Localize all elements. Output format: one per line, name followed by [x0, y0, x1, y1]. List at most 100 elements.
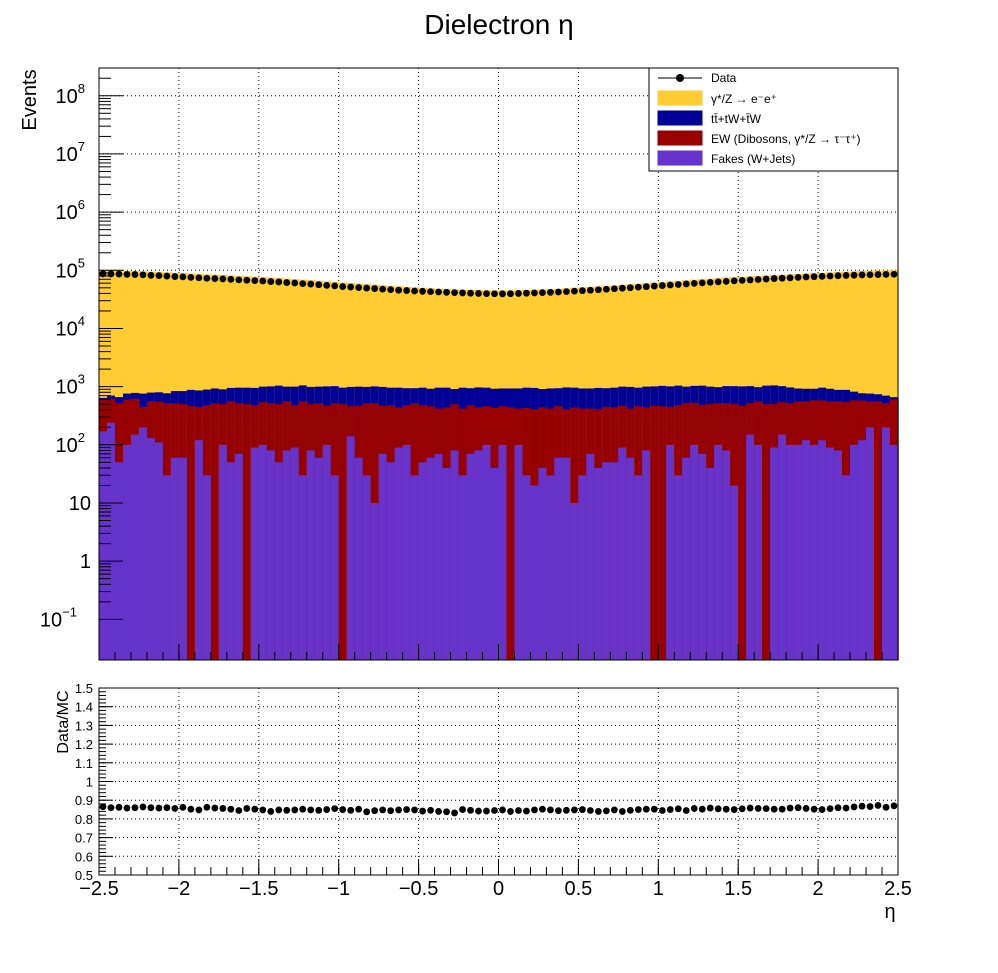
bar-fakes	[666, 444, 675, 660]
bar-fakes	[586, 453, 595, 660]
data-point	[419, 287, 426, 295]
bar-fakes	[106, 422, 116, 660]
bar-fakes	[690, 444, 699, 660]
bar-fakes	[330, 475, 340, 660]
bar-fakes	[594, 467, 603, 660]
legend-label-ttbar: tt̄+tW+t̄W	[711, 112, 762, 126]
bar-fakes	[266, 450, 276, 660]
bar-fakes	[290, 447, 300, 660]
bar-fakes	[450, 450, 460, 660]
bar-fakes	[170, 457, 180, 660]
legend-label-ew: EW (Dibosons, γ*/Z → τ⁻τ⁺)	[711, 132, 861, 146]
data-point	[666, 281, 674, 289]
data-point	[507, 290, 514, 298]
bar-ew	[650, 405, 659, 660]
y-tick-label: 107	[56, 139, 85, 166]
ratio-point	[163, 804, 171, 812]
data-point	[379, 285, 387, 293]
data-point	[826, 272, 834, 280]
bar-fakes	[402, 444, 412, 660]
data-point	[235, 276, 243, 284]
ratio-point	[107, 804, 115, 812]
data-point	[594, 286, 602, 294]
x-tick-label: 0.5	[564, 878, 592, 900]
data-point	[714, 278, 722, 286]
ratio-y-label: Data/MC	[55, 690, 72, 753]
bar-fakes	[194, 440, 204, 660]
ratio-point	[578, 806, 586, 813]
ratio-point	[866, 803, 874, 810]
ratio-y-axis: 0.5 0.6 0.7 0.8 0.9 1 1.1 1.2 1.3 1.4 1.5	[75, 681, 113, 883]
bar-ew	[874, 401, 883, 660]
bar-fakes	[178, 457, 188, 660]
data-point	[179, 273, 187, 281]
ratio-point	[547, 806, 554, 814]
ratio-point	[539, 805, 546, 813]
ratio-point	[315, 806, 323, 814]
ratio-point	[275, 806, 283, 814]
bar-fakes	[458, 475, 468, 660]
ratio-point	[618, 808, 626, 815]
ratio-point	[507, 808, 514, 815]
ratio-point	[403, 806, 411, 813]
bar-fakes	[386, 462, 396, 660]
ratio-point	[147, 804, 155, 812]
ratio-point	[714, 805, 722, 813]
legend-label-data: Data	[711, 71, 737, 85]
bar-fakes	[426, 457, 436, 660]
data-point	[307, 280, 315, 288]
ratio-y-tick-label: 1.4	[75, 700, 93, 715]
bar-fakes	[786, 444, 795, 660]
data-point	[467, 289, 474, 297]
data-point	[323, 281, 331, 289]
data-point	[730, 277, 738, 285]
ratio-point	[658, 807, 666, 814]
data-point	[802, 273, 810, 281]
data-point	[578, 287, 586, 295]
ratio-point	[858, 802, 866, 810]
ratio-point	[571, 806, 578, 814]
ratio-point	[770, 805, 778, 813]
data-point	[451, 289, 458, 297]
ratio-point	[794, 804, 802, 812]
ratio-point	[626, 806, 634, 814]
data-point	[443, 288, 450, 296]
bar-fakes	[722, 450, 731, 660]
ratio-point	[363, 808, 371, 816]
data-point	[690, 280, 698, 287]
y-tick-label: 103	[56, 372, 85, 399]
bar-fakes	[378, 453, 388, 660]
bar-fakes	[530, 485, 540, 660]
bar-fakes	[746, 434, 755, 660]
bar-fakes	[850, 444, 859, 660]
bar-ew	[506, 407, 516, 660]
data-point	[387, 286, 395, 294]
ratio-point	[786, 804, 794, 812]
data-point	[722, 277, 730, 285]
ratio-point	[323, 806, 331, 813]
data-point	[195, 274, 203, 282]
ratio-point	[395, 806, 403, 814]
bar-fakes	[778, 434, 787, 660]
data-point	[555, 288, 562, 296]
data-point	[746, 276, 754, 284]
bar-fakes	[146, 438, 156, 660]
ratio-point	[331, 805, 339, 813]
legend-item-ew: EW (Dibosons, γ*/Z → τ⁻τ⁺)	[657, 130, 861, 146]
ratio-point	[451, 809, 458, 817]
data-point	[539, 289, 546, 297]
bar-fakes	[730, 485, 739, 660]
ratio-point	[706, 804, 714, 812]
ratio-point	[139, 803, 147, 811]
bar-fakes	[522, 475, 532, 660]
bar-fakes	[562, 457, 572, 660]
data-point	[602, 285, 610, 293]
data-point	[203, 274, 211, 282]
data-point	[626, 284, 634, 292]
data-point	[459, 289, 466, 297]
ratio-point	[435, 808, 442, 815]
data-point	[299, 280, 307, 288]
bar-fakes	[866, 427, 875, 660]
bar-ew	[242, 404, 252, 660]
